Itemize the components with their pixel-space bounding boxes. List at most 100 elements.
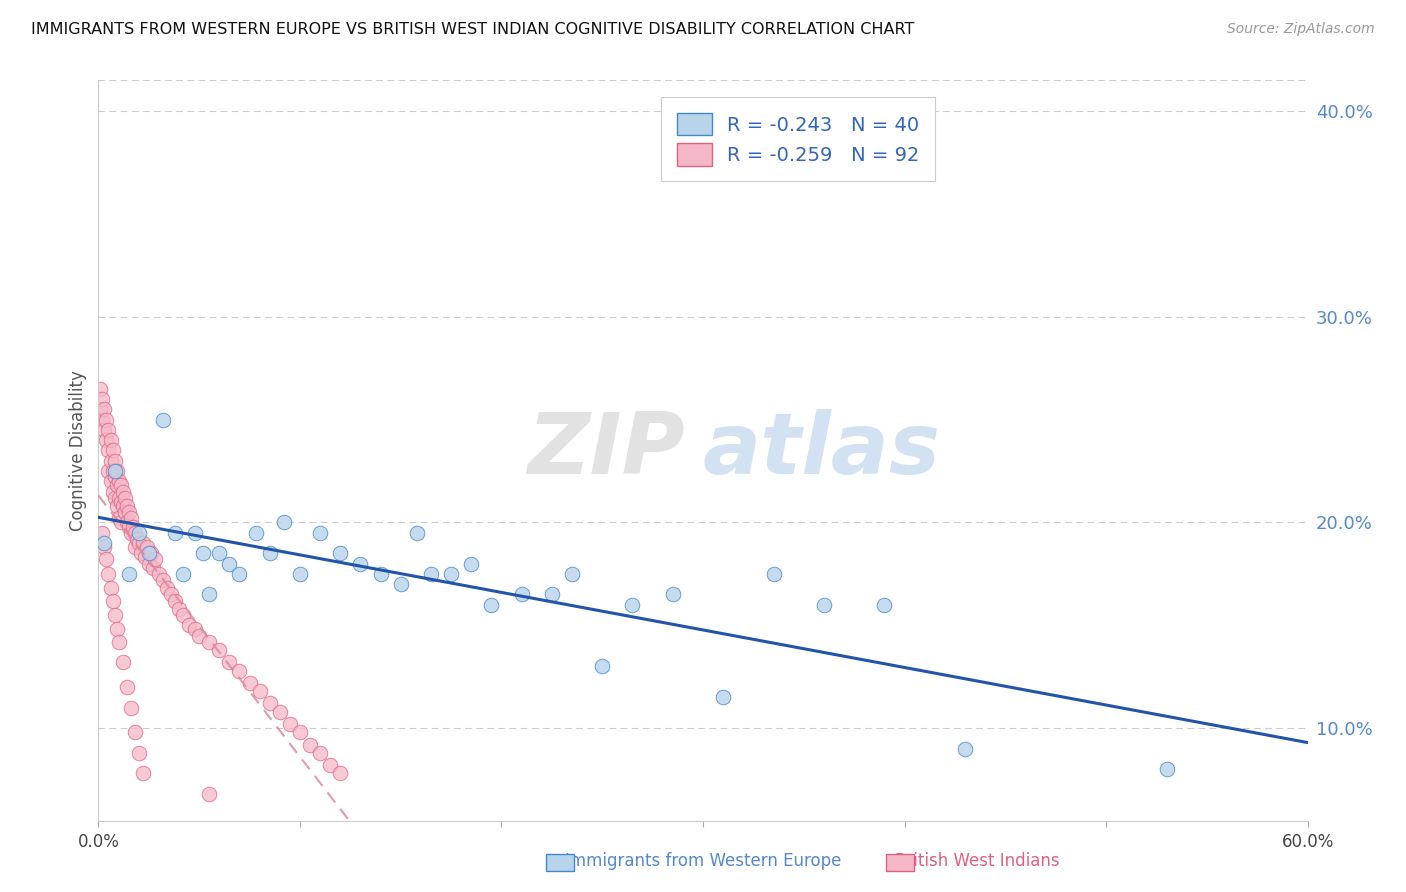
Point <box>135 540 157 554</box>
Text: Immigrants from Western Europe: Immigrants from Western Europe <box>565 852 841 870</box>
Point <box>142 560 165 574</box>
Point <box>93 423 115 437</box>
Point <box>329 766 352 780</box>
Point <box>101 593 124 607</box>
Point <box>89 382 111 396</box>
Point <box>370 566 392 581</box>
Point <box>1156 762 1178 776</box>
Point <box>329 546 352 560</box>
Point <box>124 525 146 540</box>
Point <box>561 566 583 581</box>
Point <box>105 499 128 513</box>
Point <box>96 433 118 447</box>
Point <box>163 593 186 607</box>
Point <box>591 659 613 673</box>
Point <box>110 478 132 492</box>
Point <box>101 484 124 499</box>
Point <box>873 598 896 612</box>
Point <box>111 499 134 513</box>
Point <box>120 525 142 540</box>
Point <box>309 746 332 760</box>
Point <box>319 758 342 772</box>
Point <box>160 587 183 601</box>
Point <box>139 546 162 560</box>
Point <box>97 443 120 458</box>
Point <box>239 676 262 690</box>
Point <box>107 634 129 648</box>
Point <box>228 566 250 581</box>
Point <box>269 705 291 719</box>
Point <box>110 516 132 530</box>
Point <box>101 443 124 458</box>
Point <box>114 505 136 519</box>
Point <box>134 550 156 565</box>
Point <box>105 623 128 637</box>
Point <box>167 602 190 616</box>
Point <box>110 495 132 509</box>
Point <box>228 664 250 678</box>
Point <box>198 787 221 801</box>
Point <box>440 566 463 581</box>
Y-axis label: Cognitive Disability: Cognitive Disability <box>69 370 87 531</box>
Point <box>208 643 231 657</box>
Point <box>405 525 427 540</box>
Point <box>107 491 129 505</box>
Point <box>91 392 114 406</box>
Text: IMMIGRANTS FROM WESTERN EUROPE VS BRITISH WEST INDIAN COGNITIVE DISABILITY CORRE: IMMIGRANTS FROM WESTERN EUROPE VS BRITIS… <box>31 22 914 37</box>
Point <box>96 552 118 566</box>
Point <box>184 623 207 637</box>
Point <box>124 725 146 739</box>
Point <box>259 697 281 711</box>
Point <box>245 525 267 540</box>
Point <box>97 464 120 478</box>
Legend: R = -0.243   N = 40, R = -0.259   N = 92: R = -0.243 N = 40, R = -0.259 N = 92 <box>661 97 935 181</box>
Point <box>128 536 150 550</box>
Point <box>118 519 141 533</box>
Point <box>198 587 221 601</box>
Point <box>152 412 174 426</box>
Point <box>711 690 734 705</box>
Point <box>128 525 150 540</box>
Point <box>172 607 194 622</box>
Point <box>105 464 128 478</box>
Text: Source: ZipAtlas.com: Source: ZipAtlas.com <box>1227 22 1375 37</box>
Point <box>309 525 332 540</box>
Point <box>163 525 186 540</box>
Point <box>121 519 143 533</box>
Point <box>120 511 142 525</box>
Point <box>114 491 136 505</box>
Point <box>138 557 160 571</box>
Point <box>115 680 138 694</box>
Point <box>107 475 129 489</box>
Point <box>93 536 115 550</box>
Point <box>762 566 785 581</box>
Point <box>208 546 231 560</box>
Point <box>288 566 311 581</box>
Point <box>97 566 120 581</box>
Point <box>249 684 271 698</box>
Point <box>420 566 443 581</box>
Point <box>93 540 115 554</box>
Point <box>115 499 138 513</box>
Point <box>218 557 240 571</box>
Point <box>198 634 221 648</box>
Point <box>143 552 166 566</box>
Text: British West Indians: British West Indians <box>894 852 1060 870</box>
Point <box>188 629 211 643</box>
Point <box>389 577 412 591</box>
Point <box>103 454 125 468</box>
Point <box>156 581 179 595</box>
Point <box>107 511 129 525</box>
Point <box>349 557 371 571</box>
Point <box>132 766 155 780</box>
Point <box>105 478 128 492</box>
Point <box>129 546 152 560</box>
Point <box>288 725 311 739</box>
Point <box>125 532 148 546</box>
Point <box>172 566 194 581</box>
Point <box>103 607 125 622</box>
Point <box>179 618 201 632</box>
Point <box>273 516 295 530</box>
Point <box>124 540 146 554</box>
Point <box>118 505 141 519</box>
